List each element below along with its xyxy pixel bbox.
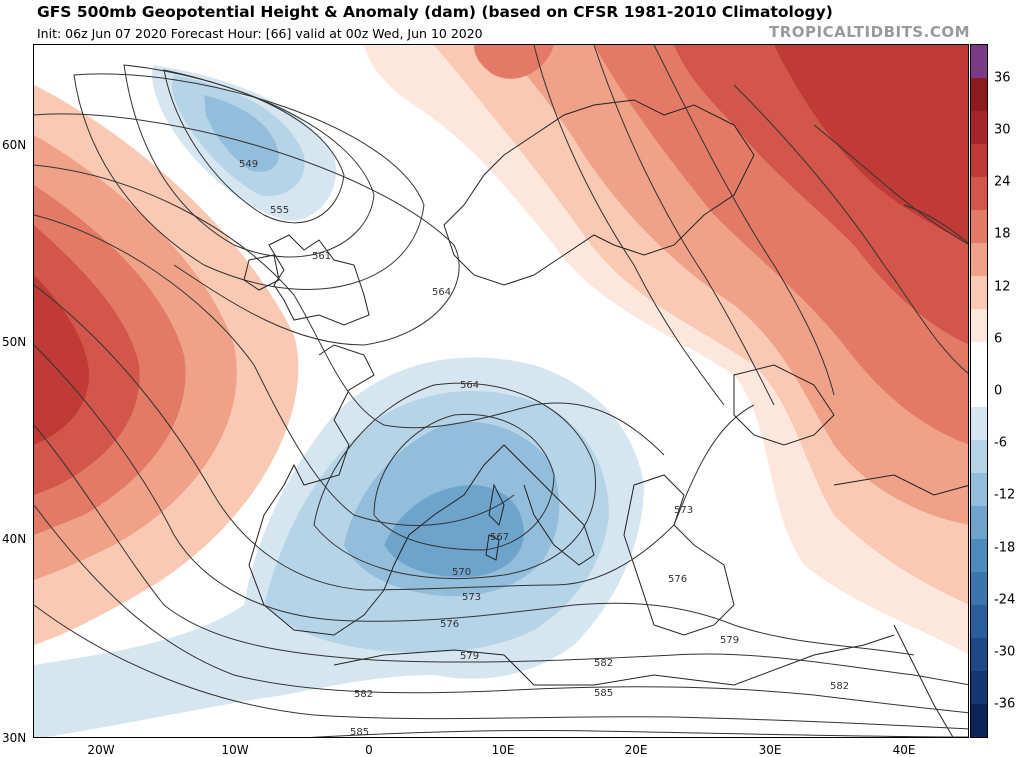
colorbar-tick-label: 24 — [994, 174, 1011, 190]
colorbar-tick-label: -6 — [994, 435, 1007, 451]
colorbar-segment — [971, 671, 987, 705]
brand-logo[interactable]: TROPICALTIDBITS.COM — [769, 23, 970, 41]
colorbar-tick-label: 18 — [994, 226, 1011, 242]
lon-label-20e: 20E — [624, 743, 648, 757]
contour-label: 564 — [460, 380, 479, 391]
colorbar-segment — [971, 308, 987, 343]
colorbar-segment — [971, 407, 987, 441]
lon-label-10e: 10E — [491, 743, 515, 757]
colorbar-segment — [971, 374, 987, 408]
colorbar-segment — [971, 143, 987, 178]
lat-label-40n: 40N — [2, 532, 27, 546]
colorbar-tick-label: -24 — [994, 592, 1016, 608]
colorbar-segment — [971, 440, 987, 474]
colorbar-tick-label: 12 — [994, 279, 1011, 295]
colorbar-tick-label: -18 — [994, 540, 1016, 556]
lon-label-0: 0 — [365, 743, 373, 757]
colorbar-segment — [971, 473, 987, 507]
contour-label: 570 — [452, 567, 471, 578]
colorbar-tick-label: -36 — [994, 696, 1016, 712]
lon-label-20w: 20W — [87, 743, 115, 757]
colorbar-tick-label: 6 — [994, 331, 1003, 347]
contour-label: 579 — [720, 635, 739, 646]
lat-label-50n: 50N — [2, 335, 27, 349]
positive-anomaly-shading — [34, 45, 968, 654]
lon-label-10w: 10W — [221, 743, 249, 757]
colorbar-segment — [971, 341, 987, 375]
colorbar-segment — [971, 275, 987, 310]
colorbar-segment — [971, 176, 987, 211]
lat-label-60n: 60N — [2, 138, 27, 152]
contour-label: 573 — [462, 592, 481, 603]
contour-label: 564 — [432, 287, 451, 298]
colorbar-segment — [971, 539, 987, 573]
colorbar-segment — [971, 506, 987, 540]
colorbar-segment — [971, 77, 987, 112]
colorbar-segment — [971, 572, 987, 606]
map-subtitle: Init: 06z Jun 07 2020 Forecast Hour: [66… — [37, 26, 483, 41]
contour-label: 576 — [668, 574, 687, 585]
contour-label: 573 — [674, 505, 693, 516]
colorbar-tick-label: 36 — [994, 70, 1011, 86]
height-contours — [34, 45, 968, 737]
colorbar-segment — [971, 110, 987, 145]
colorbar-segment — [971, 45, 987, 79]
colorbar-segment — [971, 242, 987, 277]
colorbar-segment — [971, 605, 987, 639]
contour-label: 561 — [312, 251, 331, 262]
contour-label: 582 — [354, 689, 373, 700]
contour-label: 576 — [440, 619, 459, 630]
contour-label: 585 — [350, 727, 369, 738]
map-title: GFS 500mb Geopotential Height & Anomaly … — [37, 3, 833, 21]
contour-label: 579 — [460, 651, 479, 662]
contour-label: 585 — [594, 688, 613, 699]
colorbar-tick-label: -30 — [994, 644, 1016, 660]
anomaly-map: 549 555 561 564 564 567 570 573 573 576 … — [34, 45, 968, 738]
anomaly-colorbar — [970, 44, 988, 738]
colorbar-segment — [971, 209, 987, 244]
colorbar-tick-label: -12 — [994, 487, 1016, 503]
colorbar-segment — [971, 638, 987, 672]
contour-label: 555 — [270, 205, 289, 216]
lat-label-30n: 30N — [2, 731, 27, 745]
lon-label-30e: 30E — [758, 743, 782, 757]
colorbar-segment — [971, 704, 987, 738]
contour-label: 567 — [490, 532, 509, 543]
contour-labels: 549 555 561 564 564 567 570 573 573 576 … — [239, 159, 849, 738]
contour-label: 549 — [239, 159, 258, 170]
map-panel[interactable]: 549 555 561 564 564 567 570 573 573 576 … — [33, 44, 969, 738]
colorbar-tick-label: 0 — [994, 383, 1003, 399]
contour-label: 582 — [830, 681, 849, 692]
colorbar-tick-label: 30 — [994, 122, 1011, 138]
lon-label-40e: 40E — [892, 743, 916, 757]
negative-anomaly-shading — [34, 65, 644, 737]
coastlines — [243, 99, 968, 737]
contour-label: 582 — [594, 658, 613, 669]
